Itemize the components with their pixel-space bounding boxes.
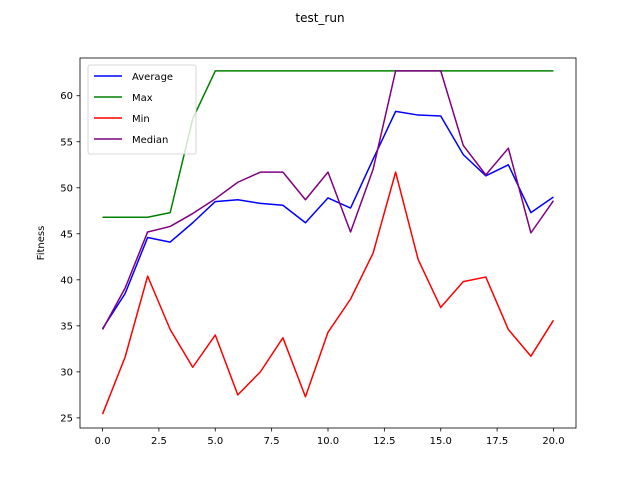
x-tick-label: 7.5 (264, 436, 280, 447)
x-tick-label: 10.0 (317, 436, 339, 447)
x-tick-label: 2.5 (151, 436, 167, 447)
x-tick-label: 0.0 (95, 436, 111, 447)
y-tick-label: 35 (60, 321, 73, 332)
x-axis-ticks: 0.0 2.5 5.0 7.5 10.0 12.5 15.0 17.5 20.0 (95, 428, 565, 447)
y-tick-label: 45 (60, 229, 73, 240)
plot-area (101, 70, 555, 415)
y-tick-label: 30 (60, 367, 73, 378)
legend-box (87, 64, 197, 155)
x-tick-label: 5.0 (207, 436, 223, 447)
legend-label-median: Median (132, 135, 168, 146)
y-tick-label: 50 (60, 183, 73, 194)
series-line-average (101, 110, 554, 330)
legend: Average Max Min Median (87, 64, 197, 155)
y-tick-label: 60 (60, 91, 73, 102)
y-tick-label: 55 (60, 137, 73, 148)
x-tick-label: 20.0 (542, 436, 564, 447)
x-tick-label: 12.5 (373, 436, 395, 447)
y-tick-label: 25 (60, 413, 73, 424)
y-tick-label: 40 (60, 275, 73, 286)
x-tick-label: 17.5 (486, 436, 508, 447)
legend-label-average: Average (132, 72, 173, 83)
legend-label-min: Min (132, 114, 150, 125)
y-axis-ticks: 25 30 35 40 45 50 55 60 (60, 91, 80, 424)
y-axis-label: Fitness (36, 226, 47, 261)
x-tick-label: 15.0 (430, 436, 452, 447)
series-line-median (101, 70, 555, 330)
legend-label-max: Max (132, 93, 153, 104)
chart-title: test_run (295, 11, 344, 25)
series-line-max (102, 70, 554, 218)
series-line-min (101, 171, 555, 415)
